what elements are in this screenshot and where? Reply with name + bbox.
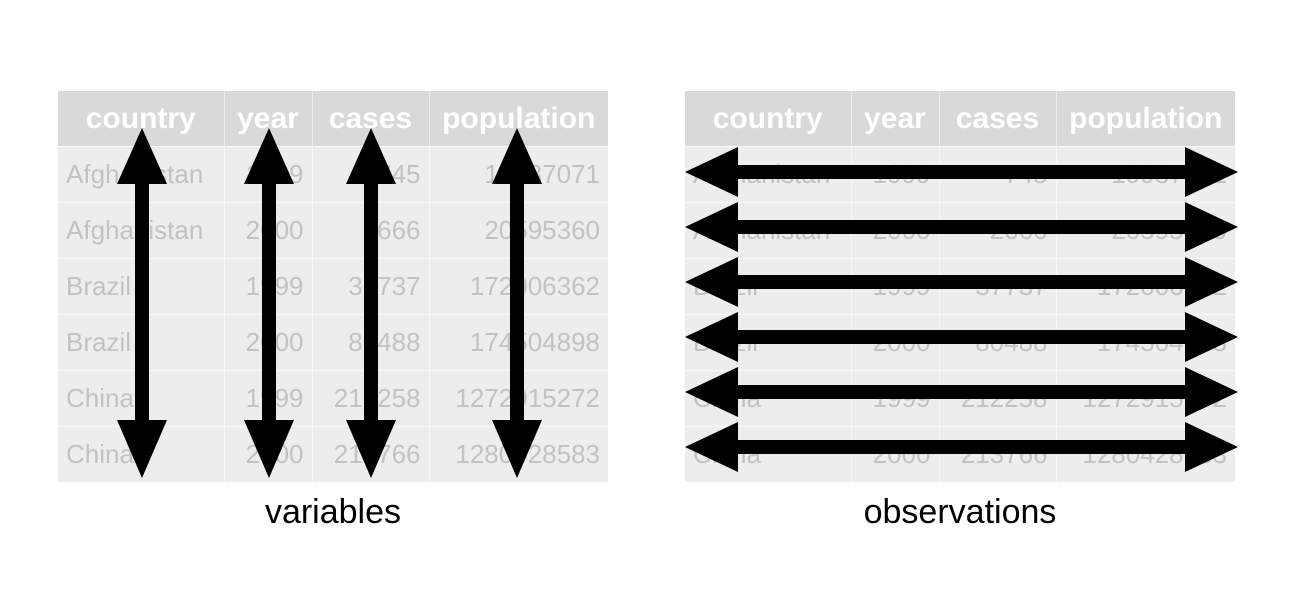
cell-population: 1280428583 xyxy=(429,426,608,482)
cell-population: 1280428583 xyxy=(1056,426,1235,482)
cell-cases: 213766 xyxy=(939,426,1057,482)
cell-country: Brazil xyxy=(685,314,852,371)
cell-population: 174504898 xyxy=(1056,314,1235,371)
cell-year: 2000 xyxy=(224,202,313,259)
cell-year: 2000 xyxy=(851,314,940,371)
table-row: Afghanistan 2000 2666 20595360 xyxy=(58,202,608,259)
cell-population: 20595360 xyxy=(1056,202,1235,259)
table-row: Afghanistan 1999 745 19987071 xyxy=(58,146,608,203)
table-row: Brazil 1999 37737 172006362 xyxy=(685,258,1235,315)
cell-year: 1999 xyxy=(851,146,940,203)
cell-country: China xyxy=(685,426,852,482)
table-row: China 2000 213766 1280428583 xyxy=(58,426,608,482)
table-row: China 1999 212258 1272915272 xyxy=(58,370,608,427)
table-row: China 2000 213766 1280428583 xyxy=(685,426,1235,482)
variables-caption: variables xyxy=(264,493,402,531)
table-row: Brazil 2000 80488 174504898 xyxy=(58,314,608,371)
cell-cases: 213766 xyxy=(312,426,430,482)
cell-population: 19987071 xyxy=(1056,146,1235,203)
column-header-population: population xyxy=(1056,91,1235,147)
variables-table: country year cases population Afghanista… xyxy=(58,91,608,482)
cell-cases: 212258 xyxy=(312,370,430,427)
observations-caption: observations xyxy=(863,493,1057,531)
column-header-cases: cases xyxy=(939,91,1057,147)
cell-country: Afghanistan xyxy=(685,202,852,259)
cell-year: 2000 xyxy=(851,202,940,259)
cell-cases: 745 xyxy=(312,146,430,203)
cell-year: 1999 xyxy=(224,146,313,203)
table-row: Afghanistan 1999 745 19987071 xyxy=(685,146,1235,203)
cell-population: 19987071 xyxy=(429,146,608,203)
cell-country: Brazil xyxy=(58,258,225,315)
cell-country: Afghanistan xyxy=(58,146,225,203)
cell-year: 2000 xyxy=(224,426,313,482)
cell-country: China xyxy=(685,370,852,427)
cell-cases: 2666 xyxy=(312,202,430,259)
table-row: China 1999 212258 1272915272 xyxy=(685,370,1235,427)
cell-country: Afghanistan xyxy=(685,146,852,203)
cell-cases: 37737 xyxy=(312,258,430,315)
cell-cases: 37737 xyxy=(939,258,1057,315)
cell-population: 20595360 xyxy=(429,202,608,259)
cell-population: 1272915272 xyxy=(1056,370,1235,427)
table-row: Brazil 1999 37737 172006362 xyxy=(58,258,608,315)
column-header-population: population xyxy=(429,91,608,147)
table-row: Afghanistan 2000 2666 20595360 xyxy=(685,202,1235,259)
table-header-row: country year cases population xyxy=(685,91,1235,147)
cell-year: 1999 xyxy=(851,258,940,315)
variables-panel: country year cases population Afghanista… xyxy=(58,91,608,482)
cell-year: 1999 xyxy=(224,370,313,427)
cell-population: 172006362 xyxy=(429,258,608,315)
table-header-row: country year cases population xyxy=(58,91,608,147)
observations-panel: country year cases population Afghanista… xyxy=(685,91,1235,482)
cell-year: 2000 xyxy=(851,426,940,482)
cell-cases: 2666 xyxy=(939,202,1057,259)
column-header-year: year xyxy=(224,91,313,147)
cell-cases: 745 xyxy=(939,146,1057,203)
table-row: Brazil 2000 80488 174504898 xyxy=(685,314,1235,371)
column-header-cases: cases xyxy=(312,91,430,147)
cell-country: Afghanistan xyxy=(58,202,225,259)
cell-country: Brazil xyxy=(685,258,852,315)
cell-cases: 212258 xyxy=(939,370,1057,427)
column-header-year: year xyxy=(851,91,940,147)
cell-country: Brazil xyxy=(58,314,225,371)
cell-year: 2000 xyxy=(224,314,313,371)
column-header-country: country xyxy=(58,91,225,147)
cell-year: 1999 xyxy=(224,258,313,315)
cell-population: 174504898 xyxy=(429,314,608,371)
observations-table: country year cases population Afghanista… xyxy=(685,91,1235,482)
cell-cases: 80488 xyxy=(312,314,430,371)
cell-country: China xyxy=(58,426,225,482)
cell-population: 172006362 xyxy=(1056,258,1235,315)
cell-population: 1272915272 xyxy=(429,370,608,427)
cell-cases: 80488 xyxy=(939,314,1057,371)
cell-year: 1999 xyxy=(851,370,940,427)
cell-country: China xyxy=(58,370,225,427)
column-header-country: country xyxy=(685,91,852,147)
